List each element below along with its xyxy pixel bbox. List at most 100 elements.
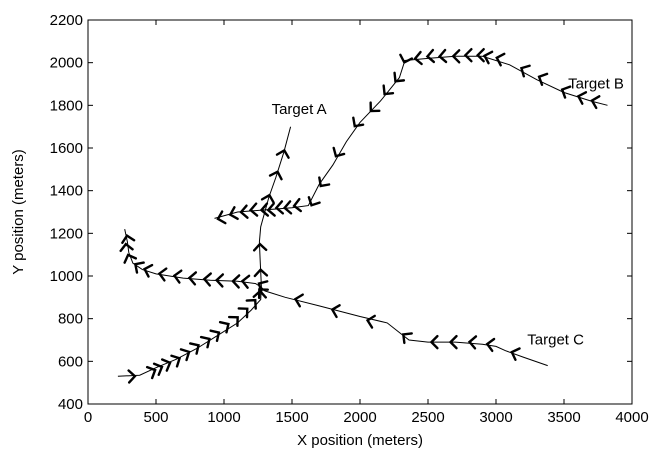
heading-marker — [437, 48, 448, 64]
heading-marker — [268, 170, 283, 181]
heading-marker — [463, 48, 473, 63]
y-tick-label: 2200 — [50, 12, 83, 29]
heading-marker — [282, 200, 293, 215]
heading-marker — [237, 307, 249, 319]
heading-marker — [401, 332, 413, 345]
heading-marker — [245, 298, 257, 310]
heading-marker — [260, 193, 275, 204]
heading-marker — [123, 253, 138, 264]
heading-marker — [413, 50, 423, 66]
heading-marker — [330, 304, 341, 319]
heading-marker — [495, 52, 506, 67]
y-tick-label: 1600 — [50, 140, 83, 157]
heading-marker — [275, 148, 290, 159]
heading-marker — [451, 49, 461, 64]
heading-marker — [142, 263, 154, 278]
heading-marker — [252, 242, 268, 252]
y-axis-label: Y position (meters) — [10, 149, 27, 275]
heading-marker — [216, 210, 227, 225]
heading-marker — [248, 202, 259, 217]
heading-marker — [537, 72, 549, 86]
heading-marker — [307, 196, 321, 207]
heading-marker — [209, 329, 221, 343]
heading-marker — [239, 204, 249, 219]
track-line — [117, 126, 292, 377]
heading-marker — [482, 50, 494, 65]
heading-marker — [152, 362, 164, 376]
heading-marker — [519, 64, 531, 78]
x-tick-label: 2500 — [411, 409, 444, 426]
heading-marker — [240, 274, 251, 289]
heading-marker — [214, 273, 225, 288]
x-axis-label: X position (meters) — [297, 432, 423, 449]
x-tick-label: 3500 — [547, 409, 580, 426]
y-tick-label: 800 — [58, 311, 83, 328]
heading-marker — [127, 369, 137, 384]
heading-marker — [425, 48, 436, 64]
series-1 — [117, 126, 292, 384]
axes: 0 500 1000 1500 2000 2500 3000 3500 4000 400 600 80… — [50, 12, 649, 426]
series-2 — [214, 48, 608, 225]
heading-marker — [560, 85, 572, 99]
heading-marker — [189, 342, 200, 355]
x-tick-label: 500 — [143, 409, 168, 426]
heading-marker — [382, 84, 395, 96]
y-tick-label: 1000 — [50, 268, 83, 285]
heading-marker — [266, 202, 276, 217]
heading-marker — [590, 95, 601, 110]
heading-marker — [253, 268, 269, 278]
heading-marker — [510, 347, 521, 362]
heading-marker — [448, 334, 458, 350]
x-tick-label: 1000 — [207, 409, 240, 426]
heading-marker — [227, 315, 239, 328]
track-line — [124, 228, 548, 367]
x-tick-label: 4000 — [615, 409, 648, 426]
y-tick-label: 1200 — [50, 225, 83, 242]
heading-marker — [172, 269, 183, 284]
heading-marker — [292, 197, 303, 213]
x-tick-label: 1500 — [275, 409, 308, 426]
x-tick-label: 2000 — [343, 409, 376, 426]
heading-marker — [274, 200, 285, 215]
heading-marker — [202, 272, 212, 287]
annotation-layer: Target A Target B Target C — [272, 75, 624, 348]
heading-marker — [429, 334, 439, 350]
series-layer — [117, 48, 608, 384]
heading-marker — [332, 146, 346, 158]
heading-marker — [133, 261, 145, 274]
heading-marker — [119, 242, 134, 253]
heading-marker — [199, 335, 211, 349]
heading-marker — [399, 53, 414, 65]
y-tick-label: 2000 — [50, 55, 83, 72]
heading-marker — [467, 335, 478, 350]
heading-marker — [170, 354, 182, 368]
heading-marker — [485, 337, 496, 353]
annotation-target-c: Target C — [527, 331, 584, 348]
heading-marker — [365, 314, 376, 329]
x-tick-label: 3000 — [479, 409, 512, 426]
heading-marker — [121, 233, 136, 244]
series-3 — [119, 228, 548, 367]
y-tick-label: 1400 — [50, 183, 83, 200]
heading-marker — [187, 271, 198, 286]
heading-marker — [160, 358, 172, 372]
y-tick-label: 400 — [58, 396, 83, 413]
heading-marker — [369, 101, 381, 113]
heading-marker — [218, 320, 230, 334]
heading-marker — [231, 274, 241, 289]
heading-marker — [393, 71, 406, 83]
y-tick-label: 1800 — [50, 97, 83, 114]
x-tick-label: 0 — [84, 409, 92, 426]
heading-marker — [259, 202, 270, 217]
heading-marker — [293, 293, 304, 308]
annotation-target-b: Target B — [568, 75, 624, 92]
heading-marker — [318, 176, 331, 188]
y-tick-label: 600 — [58, 353, 83, 370]
heading-marker — [179, 348, 191, 362]
heading-marker — [576, 91, 588, 105]
heading-marker — [257, 288, 270, 300]
track-line — [214, 55, 608, 219]
heading-marker — [145, 365, 157, 380]
annotation-target-a: Target A — [272, 101, 327, 118]
